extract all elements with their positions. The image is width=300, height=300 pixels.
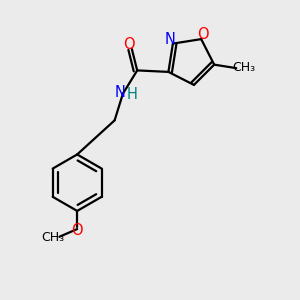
Text: H: H xyxy=(126,87,137,102)
Text: CH₃: CH₃ xyxy=(232,61,256,74)
Text: O: O xyxy=(197,28,208,43)
Text: N: N xyxy=(165,32,176,47)
Text: N: N xyxy=(115,85,126,100)
Text: CH₃: CH₃ xyxy=(41,231,64,244)
Text: O: O xyxy=(71,223,83,238)
Text: O: O xyxy=(123,37,135,52)
